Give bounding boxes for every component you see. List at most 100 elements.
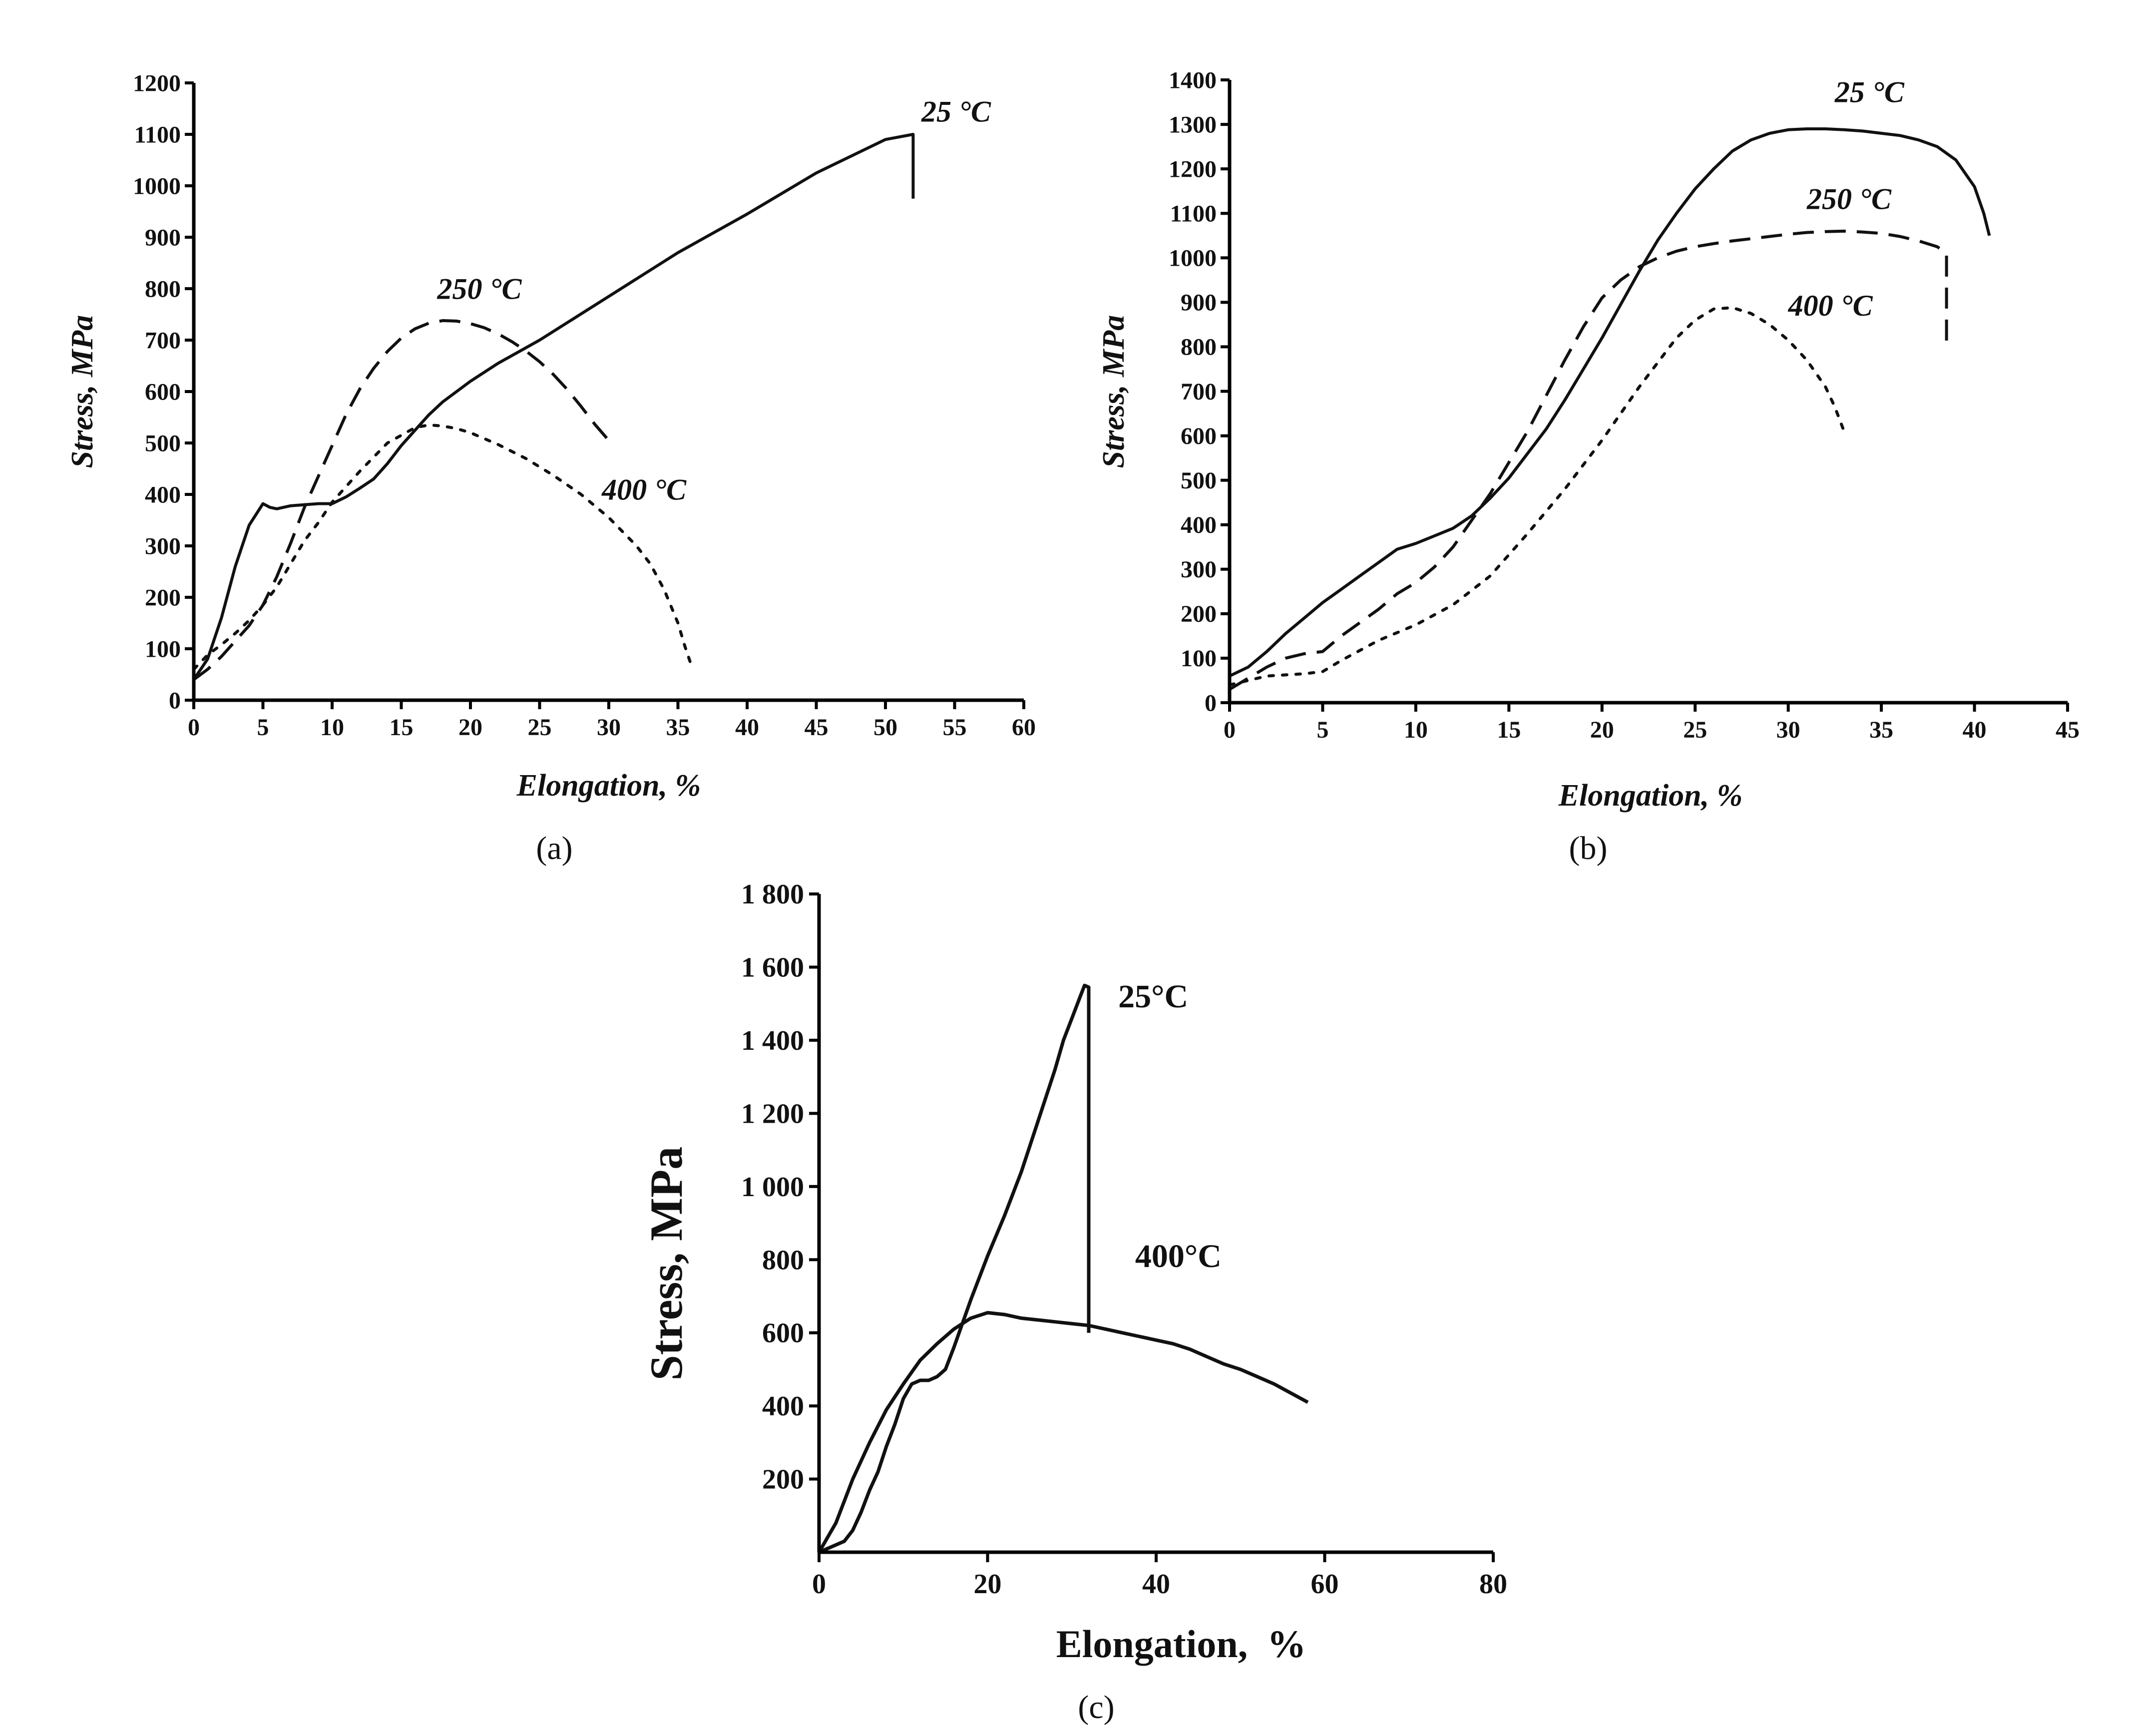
chart-b-y-tick-label: 1400 [1169,67,1217,93]
chart-b-series-250c-line [1229,229,1948,691]
chart-a-curve-label: 250 °C [437,273,522,306]
chart-a-y-tick-label: 100 [145,636,181,662]
chart-a-series-250c-line [193,319,610,681]
chart-panel-b: 0 5 10 15 20 25 30 35 40 45 0 100 200 300 400 500 600 70… [1097,67,2080,867]
chart-c-y-tick-label: 800 [762,1245,804,1276]
chart-c-x-tick-label: 60 [1311,1569,1339,1600]
chart-b-x-axis-title: Elongation, % [1558,779,1743,813]
chart-a-y-tick-label: 400 [145,481,181,508]
chart-b-y-tick-label: 300 [1181,556,1217,583]
chart-a-x-tick-label: 20 [458,714,482,741]
chart-a-x-tick-label: 50 [873,714,897,741]
chart-b-series-400c-line [1228,306,1846,687]
chart-b-x-tick-label: 10 [1404,717,1428,743]
chart-b-x-tick-label: 25 [1683,717,1707,743]
chart-c-x-ticks: 0 20 40 60 80 [812,1552,1507,1600]
chart-c-panel-label: (c) [1078,1689,1114,1726]
chart-c-x-tick-label: 20 [974,1569,1002,1600]
chart-b-y-tick-label: 1200 [1169,156,1217,182]
chart-b-x-tick-label: 40 [1963,717,1987,743]
chart-b-y-ticks: 0 100 200 300 400 500 600 700 800 900 1000 1100 1200… [1169,67,1230,716]
chart-a-x-tick-label: 0 [188,714,200,741]
chart-c-annotations: 25°C 400°C [1118,978,1222,1275]
chart-b-y-tick-label: 200 [1181,601,1217,627]
chart-c-series-25c-line [818,983,1091,1554]
chart-a-y-tick-label: 0 [169,687,181,714]
chart-a-y-tick-label: 1200 [133,70,181,96]
chart-c-y-tick-label: 200 [762,1464,804,1495]
chart-a-series-25c-line [192,133,915,681]
chart-c-x-axis-title: Elongation, % [1056,1622,1306,1666]
chart-panel-c: 0 20 40 60 80 200 400 600 800 1 000 1 200 1 400 1 6… [641,879,1507,1726]
chart-c-y-ticks: 200 400 600 800 1 000 1 200 1 400 1 600 1 800 [741,879,819,1495]
chart-c-y-tick-label: 600 [762,1318,804,1349]
chart-b-y-tick-label: 400 [1181,512,1217,538]
chart-b-y-tick-label: 1100 [1170,201,1217,227]
chart-b-y-tick-label: 800 [1181,334,1217,361]
chart-panel-a: 0 5 10 15 20 25 30 35 40 45 50 55 60 0 100 200 300 400 50… [65,70,1036,867]
chart-b-x-tick-label: 45 [2056,717,2080,743]
chart-a-x-tick-label: 30 [597,714,621,741]
chart-b-curve-label: 25 °C [1834,76,1905,109]
chart-a-curve-label: 25 °C [921,95,991,128]
chart-b-y-axis-title: Stress, MPa [1097,315,1131,468]
chart-b-x-tick-label: 20 [1590,717,1614,743]
chart-b-curve-label: 250 °C [1806,182,1892,215]
chart-c-curve-label: 25°C [1118,978,1188,1015]
chart-a-x-tick-label: 60 [1012,714,1036,741]
chart-b-y-tick-label: 0 [1205,690,1217,716]
chart-a-y-tick-label: 1000 [133,173,181,199]
chart-c-marks [817,983,1309,1554]
chart-b-annotations: 25 °C 250 °C 400 °C [1788,76,1905,323]
chart-a-y-tick-label: 300 [145,533,181,559]
chart-c-y-tick-label: 1 600 [741,952,804,983]
chart-a-x-tick-label: 15 [390,714,414,741]
chart-c-y-tick-label: 1 800 [741,879,804,910]
chart-a-x-tick-label: 40 [735,714,759,741]
chart-b-series-25c-line [1229,127,1991,678]
chart-b-x-tick-label: 35 [1869,717,1893,743]
chart-b-y-tick-label: 1000 [1169,245,1217,272]
chart-a-y-tick-label: 500 [145,430,181,456]
chart-b-x-tick-label: 30 [1776,717,1800,743]
chart-b-y-tick-label: 1300 [1169,111,1217,138]
chart-b-y-tick-label: 600 [1181,423,1217,449]
chart-a-y-tick-label: 800 [145,276,181,302]
chart-b-marks [1228,127,1991,691]
chart-b-x-tick-label: 15 [1497,717,1521,743]
chart-b-panel-label: (b) [1569,830,1608,867]
chart-c-y-tick-label: 1 200 [741,1098,804,1129]
chart-a-x-axis-title: Elongation, % [516,769,701,803]
chart-a-annotations: 25 °C 250 °C 400 °C [437,95,991,506]
chart-a-x-tick-label: 25 [528,714,552,741]
chart-a-y-axis-title: Stress, MPa [65,315,99,468]
chart-a-y-tick-label: 900 [145,224,181,251]
chart-b-y-tick-label: 700 [1181,379,1217,405]
chart-b-y-tick-label: 100 [1181,645,1217,672]
chart-c-y-tick-label: 1 000 [741,1172,804,1203]
chart-c-y-axis-title: Stress, MPa [641,1147,692,1380]
chart-a-panel-label: (a) [536,830,572,867]
chart-c-y-tick-label: 1 400 [741,1025,804,1056]
chart-a-x-ticks: 0 5 10 15 20 25 30 35 40 45 50 55 60 [188,700,1036,741]
chart-c-x-tick-label: 40 [1142,1569,1170,1600]
chart-c-x-tick-label: 0 [812,1569,826,1600]
chart-a-y-ticks: 0 100 200 300 400 500 600 700 800 900 1000 1100 1200 [133,70,194,714]
chart-b-y-tick-label: 900 [1181,290,1217,316]
chart-a-marks [192,133,915,681]
chart-a-curve-label: 400 °C [601,473,687,506]
chart-b-x-ticks: 0 5 10 15 20 25 30 35 40 45 [1224,703,2080,743]
chart-b-curve-label: 400 °C [1788,289,1873,322]
chart-c-x-tick-label: 80 [1479,1569,1507,1600]
chart-a-x-tick-label: 10 [320,714,344,741]
chart-a-y-tick-label: 600 [145,379,181,405]
chart-b-y-tick-label: 500 [1181,467,1217,494]
chart-a-x-tick-label: 5 [257,714,269,741]
chart-c-series-400c-line [817,1310,1309,1553]
chart-a-x-tick-label: 55 [943,714,967,741]
chart-a-series-400c-line [192,423,694,671]
chart-c-curve-label: 400°C [1135,1238,1222,1275]
chart-a-x-tick-label: 35 [666,714,690,741]
chart-b-x-tick-label: 5 [1316,717,1328,743]
